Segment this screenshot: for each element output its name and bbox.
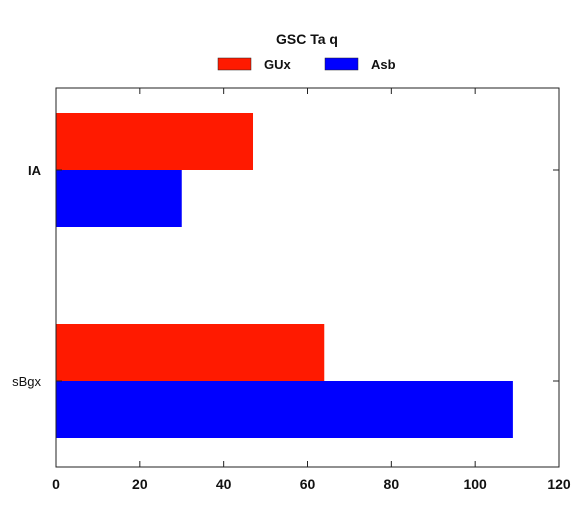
bars-group <box>56 113 513 438</box>
bar-gux-ia <box>56 113 254 170</box>
bar-asb-sbgx <box>56 381 513 438</box>
bar-gux-sbgx <box>56 324 325 381</box>
chart-title: GSC Ta q <box>276 31 338 47</box>
legend-swatch-gux <box>217 57 252 71</box>
x-tick-label-0: 0 <box>52 476 60 492</box>
x-tick-label-20: 20 <box>132 476 148 492</box>
legend-label-gux: GUx <box>264 57 292 72</box>
legend: GUx Asb <box>217 57 396 72</box>
y-tick-label-ia: IA <box>28 163 42 178</box>
y-tick-label-sbgx: sBgx <box>12 374 41 389</box>
x-tick-label-40: 40 <box>216 476 232 492</box>
legend-label-asb: Asb <box>371 57 396 72</box>
x-tick-label-80: 80 <box>384 476 400 492</box>
bar-asb-ia <box>56 170 182 227</box>
x-tick-label-120: 120 <box>547 476 571 492</box>
legend-swatch-asb <box>324 57 359 71</box>
x-axis-ticks: 0 20 40 60 80 100 120 <box>52 88 571 492</box>
x-tick-label-100: 100 <box>463 476 487 492</box>
y-axis-ticks: IA sBgx <box>12 163 559 389</box>
x-tick-label-60: 60 <box>300 476 316 492</box>
